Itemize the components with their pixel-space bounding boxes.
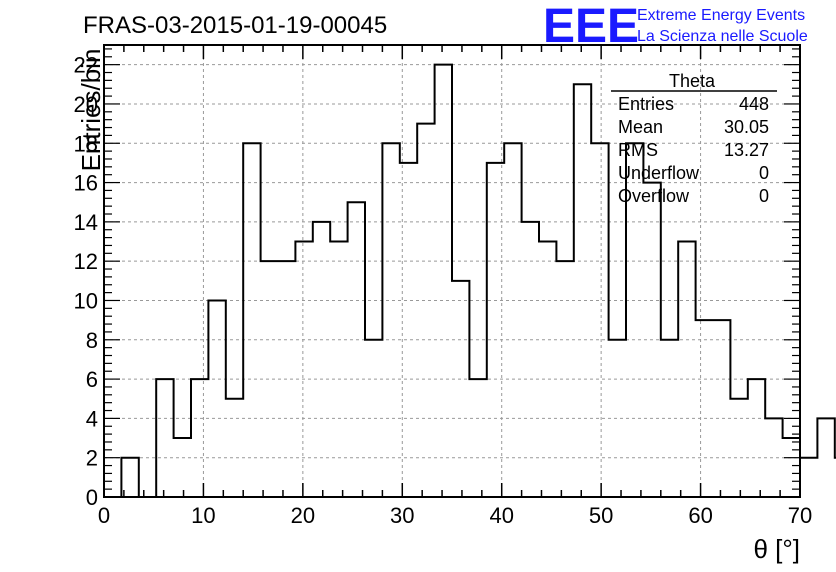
stats-value: 30.05 — [724, 117, 769, 137]
stats-title: Theta — [669, 71, 716, 91]
histogram-bin — [469, 379, 486, 497]
histogram-bin — [295, 242, 312, 497]
histogram-bin — [522, 222, 539, 497]
y-axis-label: Entries/bin — [76, 49, 106, 172]
stats-label: Underflow — [618, 163, 700, 183]
stats-box: Theta Entries 448 Mean 30.05 RMS 13.27 Underfl… — [611, 71, 777, 206]
histogram-bin — [452, 281, 469, 497]
histogram-bin — [539, 242, 556, 497]
stats-value: 0 — [759, 163, 769, 183]
axis-ticks — [103, 45, 801, 498]
histogram-bin — [156, 379, 173, 497]
x-tick-label: 50 — [589, 503, 613, 528]
histogram-bin — [556, 261, 573, 497]
histogram-outline — [104, 63, 836, 498]
histogram-bin — [609, 340, 626, 497]
histogram-bin — [713, 320, 730, 497]
logo-line-2: La Scienza nelle Scuole — [637, 28, 808, 45]
histogram-bin — [817, 418, 834, 497]
stats-value: 13.27 — [724, 140, 769, 160]
axis-tick-labels: 0 10 20 30 40 50 60 70 0 2 4 6 8 10 12 14 16 18 20 22 — [74, 53, 813, 528]
y-tick-label: 10 — [74, 288, 98, 313]
y-tick-label: 16 — [74, 171, 98, 196]
logo-line-1: Extreme Energy Events — [637, 7, 805, 24]
y-tick-label: 22 — [74, 53, 98, 78]
histogram-bin — [243, 143, 260, 497]
eee-logo-mark: EEE — [543, 0, 639, 53]
x-tick-label: 60 — [688, 503, 712, 528]
histogram-bin — [417, 124, 434, 497]
histogram-bin — [435, 65, 452, 497]
y-tick-label: 2 — [86, 446, 98, 471]
histogram-bin — [800, 458, 817, 497]
stats-value: 448 — [739, 94, 769, 114]
histogram-bin — [783, 438, 800, 497]
eee-logo: EEE Extreme Energy Events La Scienza nel… — [543, 0, 808, 53]
histogram-bin — [261, 261, 278, 497]
plot-frame — [103, 44, 801, 498]
y-tick-label: 18 — [74, 131, 98, 156]
histogram-bin — [348, 202, 365, 497]
x-tick-label: 20 — [291, 503, 315, 528]
histogram-bin — [574, 84, 591, 497]
y-tick-label: 14 — [74, 210, 98, 235]
histogram-bin — [765, 418, 782, 497]
histogram-bin — [504, 143, 521, 497]
histogram-bin — [208, 300, 225, 497]
chart-title: FRAS-03-2015-01-19-00045 — [83, 12, 387, 39]
y-tick-label: 8 — [86, 328, 98, 353]
histogram-bin — [400, 163, 417, 497]
histogram-bin — [191, 379, 208, 497]
y-tick-label: 12 — [74, 249, 98, 274]
y-tick-label: 20 — [74, 92, 98, 117]
x-tick-label: 70 — [788, 503, 812, 528]
histogram-bin — [696, 320, 713, 497]
histogram-bin — [226, 399, 243, 497]
stats-label: Mean — [618, 117, 663, 137]
histogram-bin — [591, 143, 608, 497]
y-tick-label: 4 — [86, 406, 98, 431]
histogram-bin — [487, 163, 504, 497]
stats-label: RMS — [618, 140, 658, 160]
histogram-bin — [661, 340, 678, 497]
x-axis-label: θ [°] — [753, 534, 800, 564]
histogram-bin — [730, 399, 747, 497]
histogram-bin — [278, 261, 295, 497]
stats-value: 0 — [759, 186, 769, 206]
histogram-bin — [678, 242, 695, 497]
stats-label: Entries — [618, 94, 674, 114]
stats-label: Overflow — [618, 186, 690, 206]
histogram-bin — [365, 340, 382, 497]
stats-rows: Entries 448 Mean 30.05 RMS 13.27 Underflow 0 Ove… — [618, 94, 769, 206]
y-tick-label: 0 — [86, 485, 98, 510]
y-tick-label: 6 — [86, 367, 98, 392]
histogram-bin — [330, 242, 347, 497]
x-tick-label: 40 — [489, 503, 513, 528]
histogram-bin — [382, 143, 399, 497]
histogram-bin — [313, 222, 330, 497]
x-tick-label: 30 — [390, 503, 414, 528]
histogram-bin — [748, 379, 765, 497]
x-tick-label: 0 — [98, 503, 110, 528]
histogram-bin — [174, 438, 191, 497]
x-tick-label: 10 — [191, 503, 215, 528]
histogram-bin — [643, 183, 660, 497]
